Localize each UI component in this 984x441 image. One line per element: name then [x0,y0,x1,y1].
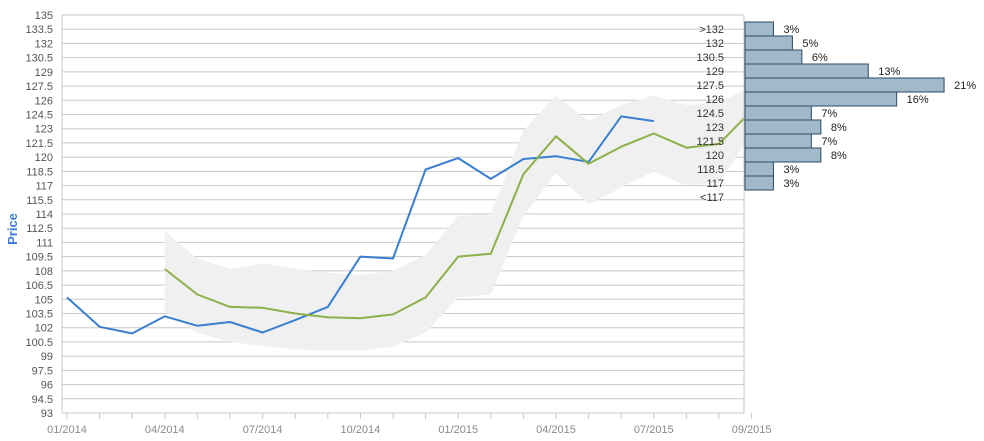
y-tick-label: 129 [35,67,53,79]
histogram-percent-label: 7% [821,108,837,120]
histogram-bin-label: >132 [699,24,724,36]
distribution-histogram: >132 3% 132 5% 130.5 6% 129 13% 127.5 21% 126 16% 12… [696,21,976,204]
histogram-percent-label: 21% [954,80,976,92]
histogram-bin-label: 120 [706,150,724,162]
y-tick-label: 106.5 [25,280,53,292]
histogram-bar [744,105,812,121]
histogram-percent-label: 6% [812,52,828,64]
y-tick-label: 111 [36,237,53,249]
histogram-bin-label: 129 [706,66,724,78]
histogram-percent-label: 3% [783,164,799,176]
y-tick-label: 102 [35,323,53,335]
histogram-bar [744,77,945,93]
histogram-bin-label: <117 [700,192,724,204]
histogram-percent-label: 7% [821,136,837,148]
y-tick-label: 127.5 [25,81,53,93]
y-tick-label: 103.5 [25,309,53,321]
gridlines [62,14,744,414]
price-lines [66,115,744,335]
x-tick-label: 09/2015 [732,424,772,436]
histogram-bin-label: 121.5 [696,136,724,148]
x-tick-label: 01/2014 [47,424,87,436]
y-tick-label: 99 [41,351,53,363]
histogram-bar [744,133,812,149]
series-line-1 [66,115,654,335]
y-tick-label: 96 [41,380,53,392]
histogram-bin-label: 118.5 [697,164,724,176]
histogram-percent-label: 8% [831,150,847,162]
x-tick-label: 04/2015 [536,424,576,436]
x-tick-label: 01/2015 [438,424,478,436]
x-tick-label: 07/2015 [634,424,674,436]
y-tick-label: 109.5 [25,252,53,264]
histogram-bar [744,161,774,177]
y-tick-label: 115.5 [26,195,53,207]
histogram-bar [744,119,822,135]
y-tick-label: 132 [35,38,53,50]
histogram-bin-label: 123 [706,122,724,134]
y-tick-label: 133.5 [25,24,53,36]
y-tick-label: 124.5 [25,110,53,122]
y-tick-label: 120 [35,152,53,164]
histogram-percent-label: 3% [783,24,799,36]
histogram-bin-label: 132 [706,38,724,50]
x-tick-label: 10/2014 [341,424,381,436]
histogram-bin-label: 126 [706,94,724,106]
histogram-percent-label: 5% [802,38,818,50]
y-tick-label: 117 [35,181,53,193]
y-tick-label: 100.5 [25,337,53,349]
y-tick-label: 123 [35,124,53,136]
y-tick-label: 93 [41,408,53,420]
histogram-bin-label: 130.5 [696,52,724,64]
histogram-percent-label: 16% [907,94,929,106]
forecast-band [164,90,744,351]
y-tick-label: 130.5 [25,53,53,65]
histogram-bar [744,49,803,65]
histogram-bar [744,147,822,163]
x-tick-label: 07/2014 [243,424,283,436]
y-tick-label: 126 [35,95,53,107]
y-tick-label: 112.5 [26,223,53,235]
histogram-bar [744,63,869,79]
histogram-bin-label: 124.5 [696,108,724,120]
x-tick-label: 04/2014 [145,424,185,436]
histogram-bin-label: 127.5 [696,80,724,92]
y-tick-label: 114 [35,209,53,221]
y-tick-label: 108 [35,266,53,278]
axes: 135 133.5 132 130.5 129 127.5 126 124.5 123 121.5… [25,10,771,436]
histogram-bar [744,21,774,37]
y-tick-label: 118.5 [26,166,53,178]
histogram-bar [744,35,793,51]
histogram-bar [744,175,774,191]
y-tick-label: 121.5 [25,138,53,150]
y-tick-label: 94.5 [32,394,53,406]
histogram-percent-label: 8% [831,122,847,134]
histogram-bin-label: 117 [706,178,724,190]
y-tick-label: 135 [35,10,53,22]
confidence-band [164,90,744,351]
y-tick-label: 97.5 [32,365,53,377]
series-line-2 [164,117,744,320]
histogram-percent-label: 3% [783,178,799,190]
y-axis-title: Price [5,213,20,245]
histogram-bar [744,91,898,107]
histogram-percent-label: 13% [878,66,900,78]
y-tick-label: 105 [35,294,53,306]
